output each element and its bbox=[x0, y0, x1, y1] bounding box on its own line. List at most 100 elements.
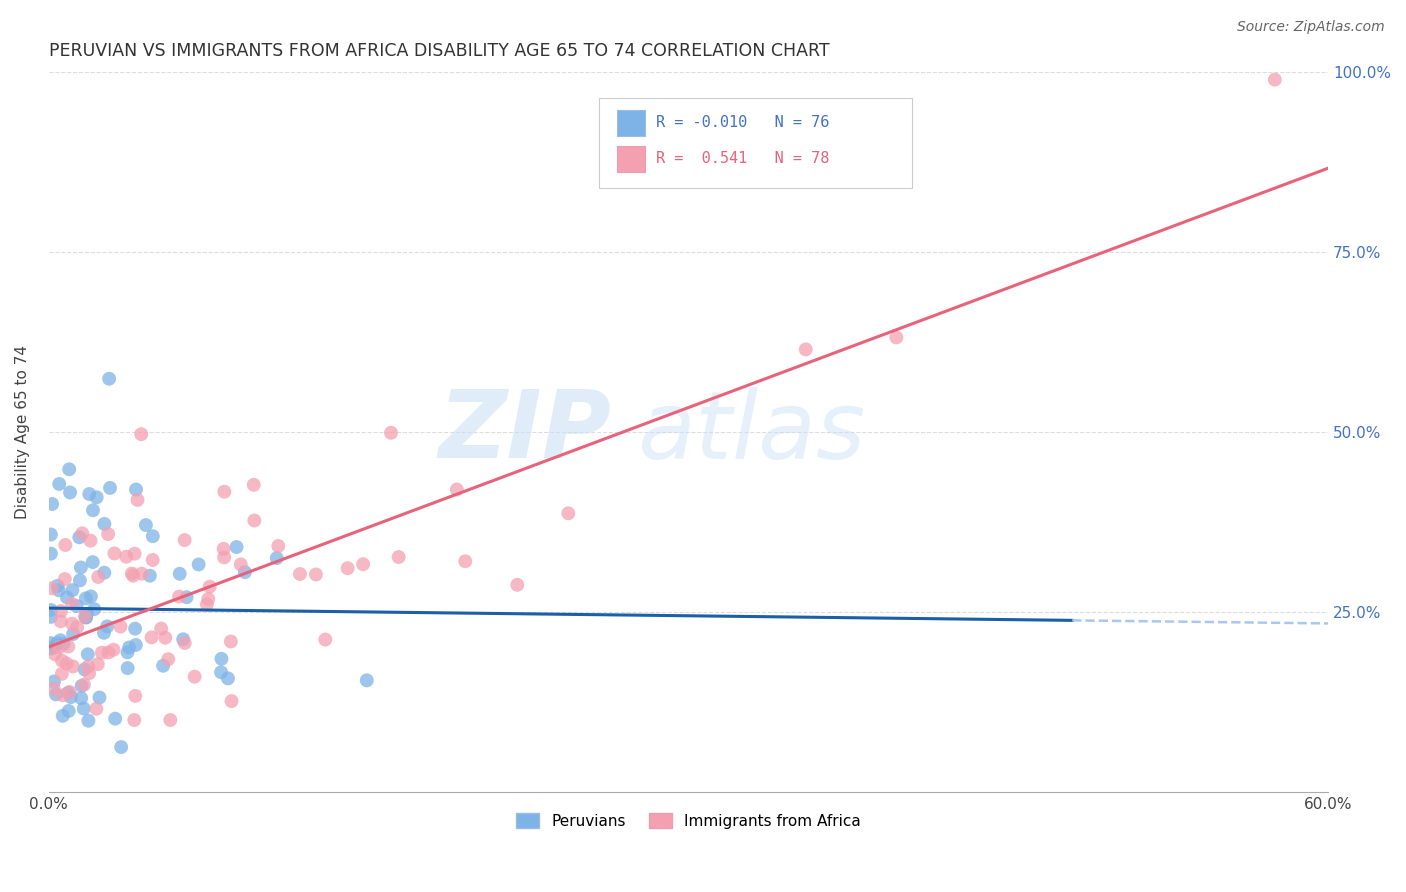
Point bbox=[70, 526, 93, 541]
Point bbox=[45, 687, 67, 701]
Point bbox=[82, 555, 104, 569]
Point bbox=[48, 583, 70, 598]
Point bbox=[173, 636, 195, 650]
Point bbox=[217, 671, 239, 685]
Point bbox=[73, 678, 96, 692]
Point bbox=[59, 685, 82, 699]
Point bbox=[198, 580, 221, 594]
Point bbox=[169, 566, 191, 581]
Point bbox=[266, 551, 288, 566]
Point bbox=[150, 622, 173, 636]
Point bbox=[87, 657, 110, 672]
Point bbox=[83, 602, 105, 616]
Point bbox=[82, 503, 104, 517]
Point bbox=[45, 639, 67, 653]
Point bbox=[60, 616, 83, 631]
Point bbox=[314, 632, 336, 647]
Point bbox=[127, 492, 149, 507]
Point bbox=[39, 547, 62, 561]
Point bbox=[93, 516, 115, 531]
FancyBboxPatch shape bbox=[617, 110, 645, 136]
Point bbox=[39, 603, 62, 617]
Point bbox=[103, 642, 125, 657]
Point bbox=[557, 506, 579, 520]
Point bbox=[110, 619, 132, 633]
Point bbox=[97, 645, 120, 659]
Point bbox=[79, 533, 101, 548]
Point bbox=[167, 590, 190, 604]
FancyBboxPatch shape bbox=[617, 145, 645, 172]
Point bbox=[97, 527, 120, 541]
Point bbox=[172, 632, 194, 647]
Point bbox=[176, 590, 198, 604]
Point bbox=[39, 610, 62, 624]
Point bbox=[73, 701, 96, 715]
Point bbox=[59, 485, 82, 500]
Point bbox=[77, 714, 100, 728]
Point bbox=[73, 609, 96, 624]
Point bbox=[75, 591, 97, 606]
Point bbox=[41, 582, 63, 596]
Point bbox=[157, 652, 180, 666]
Point bbox=[219, 634, 242, 648]
Point bbox=[139, 568, 162, 582]
Point bbox=[135, 518, 157, 533]
Point bbox=[55, 657, 77, 671]
Point bbox=[121, 566, 143, 581]
Point bbox=[52, 637, 75, 651]
Point bbox=[77, 666, 100, 681]
Point bbox=[39, 636, 62, 650]
Point bbox=[305, 567, 328, 582]
Point bbox=[58, 704, 80, 718]
Point bbox=[41, 497, 63, 511]
Point bbox=[886, 330, 908, 344]
Point bbox=[103, 546, 125, 560]
Point bbox=[89, 690, 111, 705]
Point bbox=[75, 610, 97, 624]
Point bbox=[214, 484, 236, 499]
Point bbox=[173, 533, 195, 547]
Point bbox=[49, 633, 72, 648]
Point bbox=[117, 661, 139, 675]
Point bbox=[242, 477, 264, 491]
Point bbox=[49, 615, 72, 629]
Point bbox=[454, 554, 477, 568]
Point bbox=[506, 578, 529, 592]
Point bbox=[131, 566, 153, 581]
Point bbox=[110, 740, 132, 755]
Point bbox=[49, 604, 72, 618]
Legend: Peruvians, Immigrants from Africa: Peruvians, Immigrants from Africa bbox=[510, 806, 866, 835]
Point bbox=[51, 654, 73, 668]
Point bbox=[183, 670, 205, 684]
Point bbox=[39, 527, 62, 541]
FancyBboxPatch shape bbox=[599, 97, 912, 187]
Point bbox=[52, 689, 75, 703]
Point bbox=[53, 572, 76, 586]
Point bbox=[159, 713, 181, 727]
Point bbox=[129, 427, 152, 442]
Point bbox=[211, 652, 233, 666]
Point bbox=[221, 694, 243, 708]
Point bbox=[48, 640, 70, 655]
Point bbox=[794, 343, 817, 357]
Point bbox=[155, 631, 177, 645]
Point bbox=[73, 662, 96, 676]
Point bbox=[93, 566, 115, 580]
Point bbox=[229, 558, 252, 572]
Point bbox=[96, 619, 118, 633]
Point bbox=[67, 530, 90, 544]
Point bbox=[98, 372, 121, 386]
Point bbox=[41, 641, 63, 656]
Point bbox=[380, 425, 402, 440]
Point bbox=[142, 529, 165, 543]
Point bbox=[446, 483, 468, 497]
Point bbox=[197, 592, 219, 607]
Point bbox=[62, 583, 84, 598]
Point bbox=[39, 640, 62, 655]
Point bbox=[356, 673, 378, 688]
Point bbox=[93, 625, 115, 640]
Point bbox=[75, 610, 97, 624]
Point bbox=[142, 553, 165, 567]
Text: R =  0.541   N = 78: R = 0.541 N = 78 bbox=[657, 152, 830, 166]
Point bbox=[141, 631, 163, 645]
